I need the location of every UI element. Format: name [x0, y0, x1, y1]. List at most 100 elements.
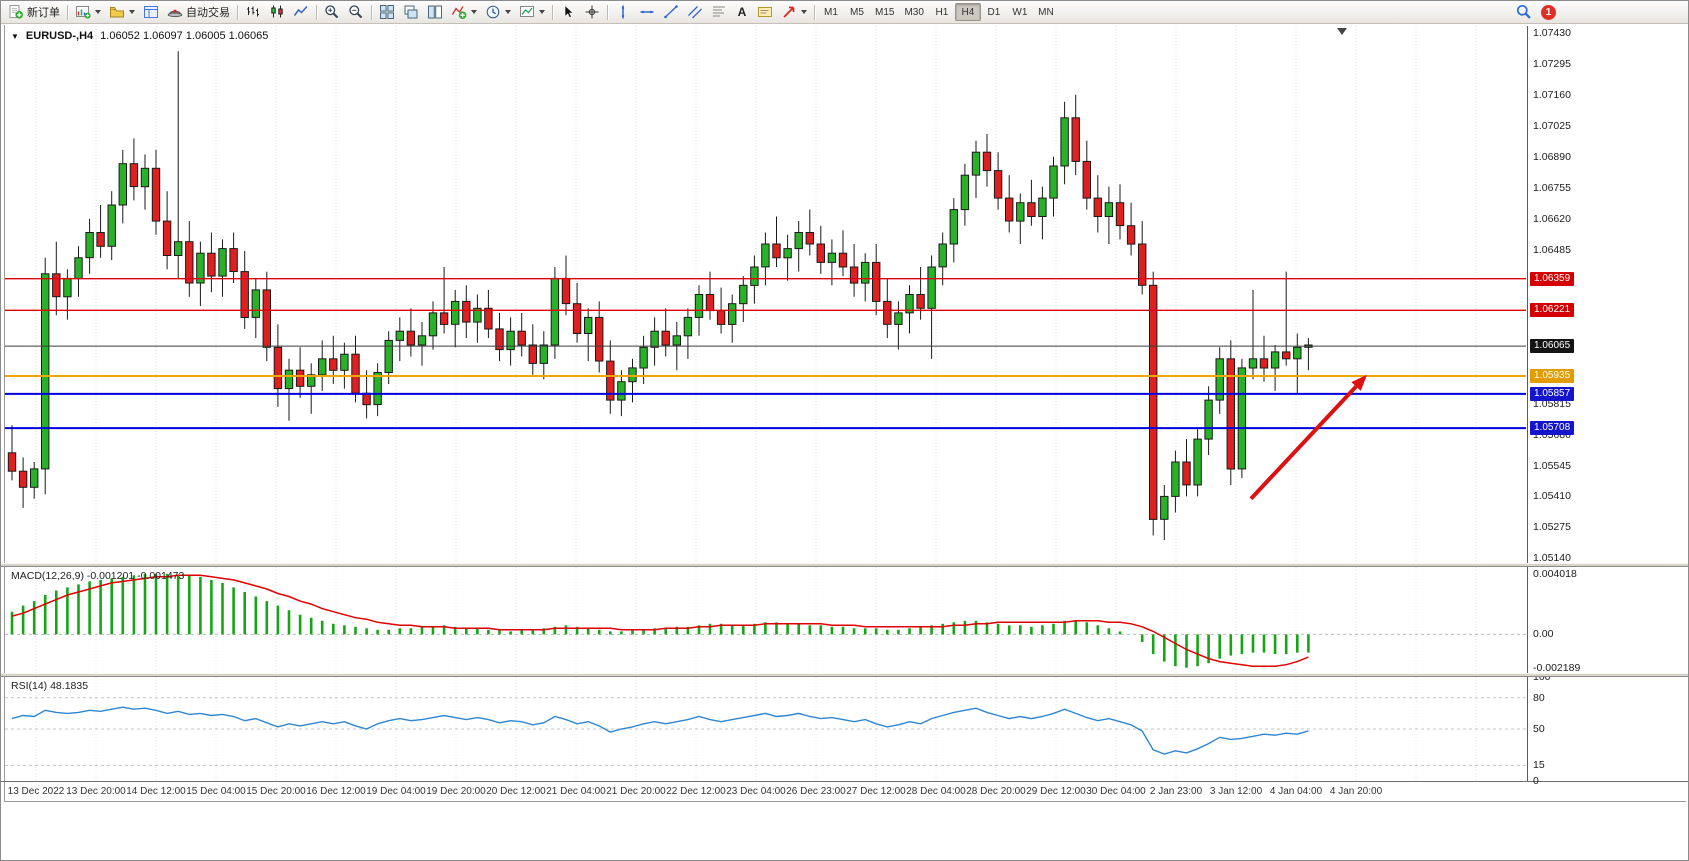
timeframe-mn-button[interactable]: MN [1033, 3, 1059, 21]
timeframe-w1-button[interactable]: W1 [1007, 3, 1033, 21]
toolbar-separator [316, 4, 317, 20]
tile-windows-button[interactable] [375, 2, 399, 22]
new-order-button[interactable]: 新订单 [4, 2, 64, 22]
candles-layer [7, 51, 1313, 541]
trend-line-icon [664, 5, 678, 19]
auto-trading-button[interactable]: 自动交易 [163, 2, 234, 22]
auto-trading-label: 自动交易 [186, 7, 230, 19]
crosshair-icon [585, 5, 599, 19]
toolbar-separator [814, 4, 815, 20]
toolbar-separator [371, 4, 372, 20]
time-tick-label: 20 Dec 12:00 [486, 786, 546, 797]
time-tick-label: 19 Dec 04:00 [366, 786, 426, 797]
chevron-down-icon [95, 10, 101, 14]
macd-signal-line [11, 574, 1309, 667]
time-axis[interactable]: 13 Dec 2022 13 Dec 20:00 14 Dec 12:00 15 De… [5, 784, 1526, 800]
arrow-annotation-head[interactable] [1351, 374, 1367, 391]
crosshair-button[interactable] [580, 2, 604, 22]
timeframe-m15-button[interactable]: M15 [870, 3, 899, 21]
arrow-tools-button[interactable] [777, 2, 811, 22]
price-tick-label: 1.07430 [1533, 26, 1571, 39]
price-chart[interactable] [5, 26, 1526, 563]
horizontal-line-button[interactable] [635, 2, 659, 22]
chart-frame-left [4, 25, 5, 802]
search-button[interactable] [1512, 2, 1536, 22]
chart-collapse-icon[interactable]: ▼ [11, 31, 19, 41]
time-tick-label: 19 Dec 20:00 [426, 786, 486, 797]
macd-chart[interactable] [5, 567, 1526, 673]
arrow-annotation[interactable] [1249, 385, 1358, 501]
toolbar-separator [552, 4, 553, 20]
cursor-button[interactable] [556, 2, 580, 22]
chart-frame-bottom [4, 801, 1686, 802]
candle-chart-button[interactable] [265, 2, 289, 22]
price-tick-label: 1.07025 [1533, 119, 1571, 132]
text-label-button[interactable] [753, 2, 777, 22]
arrange-windows-button[interactable] [423, 2, 447, 22]
toolbar-separator [67, 4, 68, 20]
timeframe-h4-button[interactable]: H4 [954, 3, 981, 21]
indicators-button[interactable] [447, 2, 481, 22]
text-tool-button[interactable]: A [731, 2, 753, 22]
timeframe-h1-button[interactable]: H1 [929, 3, 955, 21]
chevron-down-icon [801, 10, 807, 14]
equidistant-channel-button[interactable] [683, 2, 707, 22]
cascade-windows-icon [404, 5, 418, 19]
trend-line-button[interactable] [659, 2, 683, 22]
time-tick-label: 13 Dec 2022 [7, 786, 65, 797]
data-window-icon [144, 6, 158, 18]
time-tick-label: 15 Dec 04:00 [186, 786, 246, 797]
timeframe-d1-button[interactable]: D1 [981, 3, 1007, 21]
time-tick-label: 28 Dec 20:00 [966, 786, 1026, 797]
timeframe-m5-button[interactable]: M5 [844, 3, 870, 21]
macd-histogram [10, 573, 1310, 668]
time-tick-label: 15 Dec 20:00 [246, 786, 306, 797]
time-tick-label: 16 Dec 12:00 [306, 786, 366, 797]
new-chart-button[interactable] [71, 2, 105, 22]
time-tick-label: 14 Dec 12:00 [126, 786, 186, 797]
data-window-button[interactable] [139, 2, 163, 22]
templates-button[interactable] [515, 2, 549, 22]
price-tick-label: 1.05545 [1533, 459, 1571, 472]
level-lines-layer[interactable] [5, 277, 1526, 501]
main-toolbar: 新订单 自动交易 A M1 M5 M15 M30 H1 H4 D1 W1 MN 1 [1, 1, 1688, 24]
chart-shift-marker-icon[interactable] [1337, 28, 1347, 35]
macd-tick-label: -0.002189 [1533, 661, 1581, 674]
time-tick-label: 22 Dec 12:00 [666, 786, 726, 797]
zoom-in-icon [325, 5, 339, 19]
rsi-chart[interactable] [5, 677, 1526, 781]
time-tick-label: 23 Dec 04:00 [726, 786, 786, 797]
fibonacci-button[interactable] [707, 2, 731, 22]
bar-chart-button[interactable] [241, 2, 265, 22]
price-axis[interactable]: 1.07430 1.07295 1.07160 1.07025 1.06890 1.067… [1527, 26, 1688, 787]
profiles-icon [110, 7, 124, 18]
vertical-line-button[interactable] [611, 2, 635, 22]
rsi-tick-label: 80 [1533, 691, 1545, 704]
time-tick-label: 21 Dec 04:00 [546, 786, 606, 797]
zoom-out-button[interactable] [344, 2, 368, 22]
price-badge: 1.06065 [1530, 339, 1575, 354]
timeframe-m30-button[interactable]: M30 [899, 3, 928, 21]
time-tick-label: 26 Dec 23:00 [786, 786, 846, 797]
new-order-icon [9, 5, 23, 19]
zoom-out-icon [349, 5, 363, 19]
ohlc-values: 1.06052 1.06097 1.06005 1.06065 [100, 30, 269, 42]
timeframe-m1-button[interactable]: M1 [818, 3, 844, 21]
panel-separator[interactable] [1, 673, 1688, 677]
panel-separator[interactable] [1, 563, 1688, 567]
periods-button[interactable] [481, 2, 515, 22]
price-tick-label: 1.05275 [1533, 521, 1571, 534]
zoom-in-button[interactable] [320, 2, 344, 22]
cascade-windows-button[interactable] [399, 2, 423, 22]
macd-tick-label: 0.00 [1533, 628, 1554, 641]
profiles-button[interactable] [105, 2, 139, 22]
rsi-tick-label: 0 [1533, 775, 1539, 787]
rsi-line [11, 706, 1309, 755]
arrow-tools-icon [783, 6, 795, 18]
chart-header: ▼ EURUSD-,H4 1.06052 1.06097 1.06005 1.0… [11, 30, 268, 42]
chart-region: ▼ EURUSD-,H4 1.06052 1.06097 1.06005 1.0… [1, 24, 1688, 860]
line-chart-button[interactable] [289, 2, 313, 22]
notification-badge[interactable]: 1 [1541, 4, 1556, 20]
new-order-label: 新订单 [27, 7, 60, 19]
macd-tick-label: 0.004018 [1533, 567, 1577, 580]
